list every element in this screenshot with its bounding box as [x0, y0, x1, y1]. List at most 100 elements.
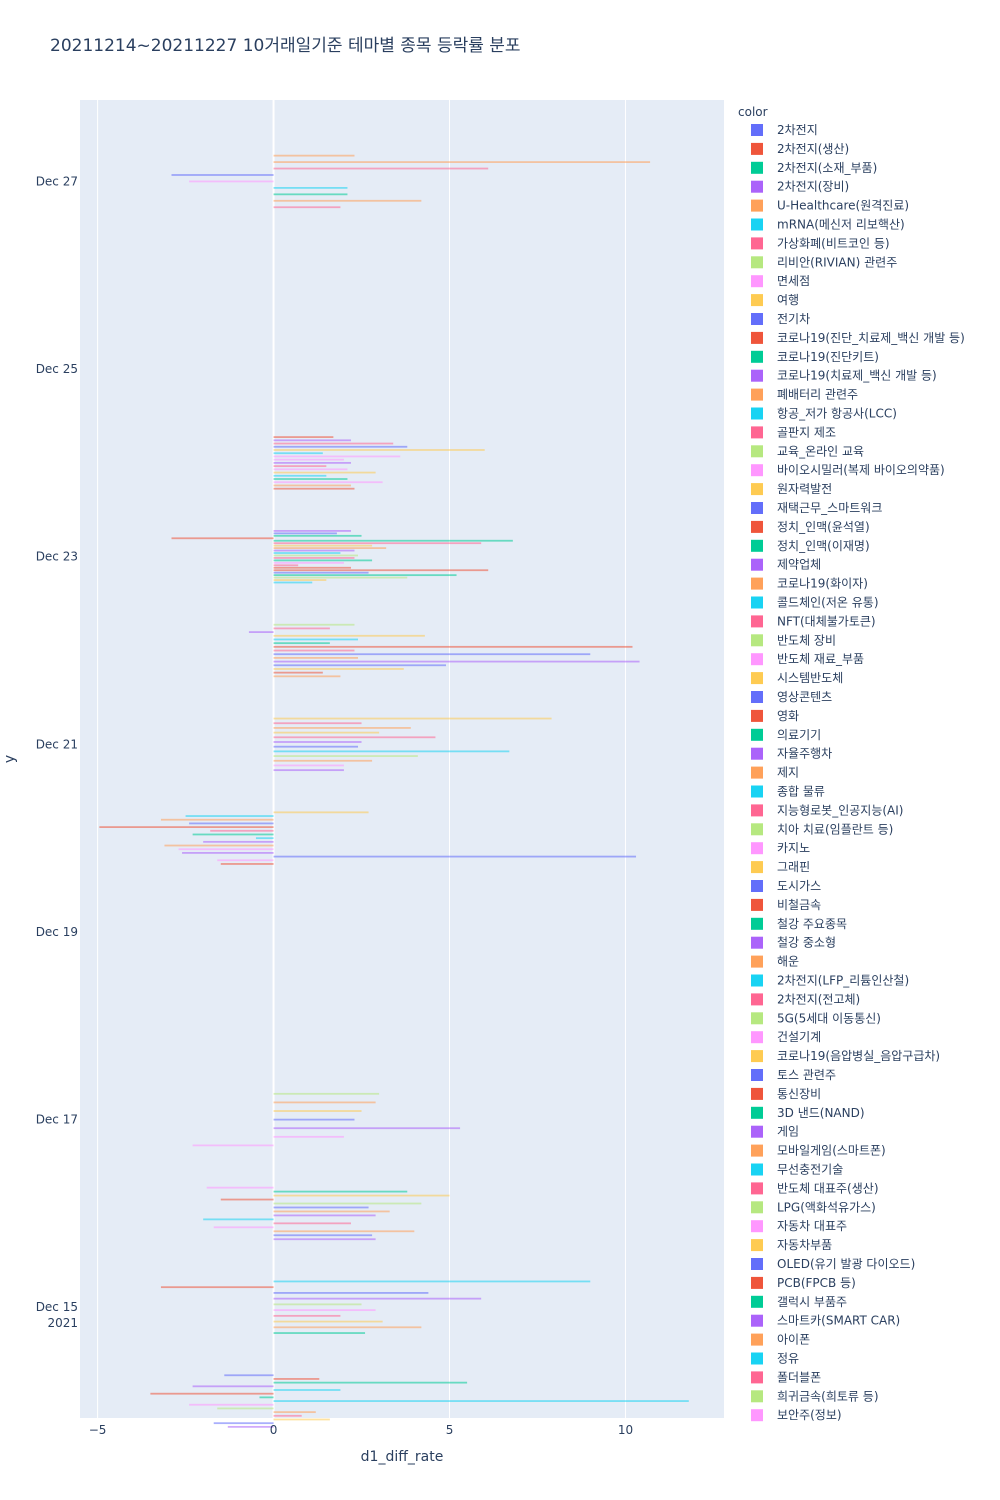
legend-entry[interactable]: 폴더블폰: [777, 1370, 821, 1384]
legend-swatch[interactable]: [751, 237, 763, 250]
legend-entry[interactable]: 코로나19(음압병실_음압구급차): [777, 1049, 940, 1063]
legend-entry[interactable]: 바이오시밀러(복제 바이오의약품): [777, 462, 945, 477]
legend-entry[interactable]: 자동차 대표주: [777, 1219, 847, 1233]
legend-entry[interactable]: 아이폰: [777, 1333, 810, 1347]
legend-swatch[interactable]: [751, 1371, 763, 1384]
legend-entry[interactable]: 2차전지(LFP_리튬인산철): [777, 974, 909, 988]
legend-entry[interactable]: 콜드체인(저온 유통): [777, 596, 879, 610]
legend-swatch[interactable]: [751, 502, 763, 514]
legend-swatch[interactable]: [751, 672, 763, 685]
legend-entry[interactable]: 교육_온라인 교육: [777, 444, 864, 458]
legend-swatch[interactable]: [751, 1050, 763, 1063]
legend-swatch[interactable]: [751, 1087, 763, 1100]
legend-swatch[interactable]: [751, 1352, 763, 1365]
legend-swatch[interactable]: [751, 1163, 763, 1176]
legend-swatch[interactable]: [751, 691, 763, 703]
legend-swatch[interactable]: [751, 766, 763, 779]
legend-swatch[interactable]: [751, 1125, 763, 1138]
legend-swatch[interactable]: [751, 539, 763, 552]
legend-swatch[interactable]: [751, 1390, 763, 1403]
legend-entry[interactable]: 리비안(RIVIAN) 관련주: [777, 255, 897, 269]
legend-swatch[interactable]: [751, 747, 763, 760]
legend-entry[interactable]: 비철금속: [777, 898, 821, 912]
legend-swatch[interactable]: [751, 898, 763, 911]
legend-entry[interactable]: 의료기기: [777, 728, 821, 742]
legend-swatch[interactable]: [751, 1314, 763, 1327]
legend-swatch[interactable]: [751, 634, 763, 647]
legend-entry[interactable]: 2차전지(장비): [777, 180, 849, 194]
legend-swatch[interactable]: [751, 615, 763, 628]
legend-entry[interactable]: 제지: [777, 766, 799, 780]
legend-swatch[interactable]: [751, 218, 763, 231]
legend-swatch[interactable]: [751, 842, 763, 855]
legend-entry[interactable]: 철강 중소형: [777, 936, 836, 950]
legend-entry[interactable]: 종합 물류: [777, 785, 825, 799]
legend-entry[interactable]: 보안주(정보): [777, 1408, 842, 1422]
legend-swatch[interactable]: [751, 1106, 763, 1119]
legend-entry[interactable]: 가상화폐(비트코인 등): [777, 236, 890, 250]
legend-swatch[interactable]: [751, 728, 763, 741]
legend-swatch[interactable]: [751, 577, 763, 590]
legend-entry[interactable]: 자율주행차: [777, 746, 832, 761]
legend-entry[interactable]: 통신장비: [777, 1087, 821, 1101]
legend-swatch[interactable]: [751, 653, 763, 666]
legend-entry[interactable]: 재택근무_스마트워크: [777, 501, 882, 515]
legend-entry[interactable]: 그래핀: [777, 860, 810, 874]
legend-entry[interactable]: 폐배터리 관련주: [777, 388, 858, 402]
legend-swatch[interactable]: [751, 124, 763, 136]
legend-swatch[interactable]: [751, 1069, 763, 1081]
legend-swatch[interactable]: [751, 1239, 763, 1252]
legend-entry[interactable]: 코로나19(진단_치료제_백신 개발 등): [777, 331, 965, 345]
legend-entry[interactable]: 시스템반도체: [777, 671, 843, 685]
legend-swatch[interactable]: [751, 142, 763, 155]
legend-swatch[interactable]: [751, 785, 763, 798]
legend-entry[interactable]: 반도체 대표주(생산): [777, 1181, 879, 1195]
legend-swatch[interactable]: [751, 180, 763, 193]
legend-swatch[interactable]: [751, 483, 763, 496]
legend-swatch[interactable]: [751, 464, 763, 477]
legend-entry[interactable]: 정치_인맥(이재명): [777, 539, 870, 553]
legend-swatch[interactable]: [751, 1201, 763, 1214]
legend-swatch[interactable]: [751, 161, 763, 174]
legend-swatch[interactable]: [751, 520, 763, 533]
legend-swatch[interactable]: [751, 313, 763, 325]
legend-entry[interactable]: 희귀금속(희토류 등): [777, 1389, 879, 1403]
legend-swatch[interactable]: [751, 558, 763, 571]
legend-entry[interactable]: 코로나19(치료제_백신 개발 등): [777, 369, 937, 383]
legend-swatch[interactable]: [751, 199, 763, 212]
legend-swatch[interactable]: [751, 596, 763, 609]
legend-entry[interactable]: PCB(FPCB 등): [777, 1276, 856, 1290]
legend-entry[interactable]: 지능형로봇_인공지능(AI): [777, 803, 903, 817]
legend-entry[interactable]: 코로나19(화이자): [777, 577, 868, 591]
legend-entry[interactable]: 전기차: [777, 312, 810, 326]
legend-entry[interactable]: 무선충전기술: [777, 1163, 843, 1177]
legend-swatch[interactable]: [751, 350, 763, 363]
legend-swatch[interactable]: [751, 1258, 763, 1270]
legend-entry[interactable]: 영화: [777, 709, 799, 723]
legend-swatch[interactable]: [751, 1220, 763, 1233]
legend-swatch[interactable]: [751, 1012, 763, 1025]
legend-entry[interactable]: 치아 치료(임플란트 등): [777, 822, 893, 836]
legend-swatch[interactable]: [751, 1144, 763, 1157]
legend-swatch[interactable]: [751, 388, 763, 401]
legend-entry[interactable]: 철강 주요종목: [777, 917, 847, 931]
legend-swatch[interactable]: [751, 1276, 763, 1289]
legend-swatch[interactable]: [751, 1295, 763, 1308]
legend-entry[interactable]: 코로나19(진단키트): [777, 350, 879, 364]
legend-entry[interactable]: 자동차부품: [777, 1238, 832, 1252]
legend-entry[interactable]: 모바일게임(스마트폰): [777, 1144, 886, 1158]
legend-entry[interactable]: 토스 관련주: [777, 1068, 836, 1082]
legend-entry[interactable]: LPG(액화석유가스): [777, 1200, 876, 1214]
legend-entry[interactable]: 건설기계: [777, 1030, 821, 1044]
legend-entry[interactable]: 2차전지(소재_부품): [777, 161, 877, 175]
legend-entry[interactable]: OLED(유기 발광 다이오드): [777, 1257, 915, 1271]
legend-swatch[interactable]: [751, 709, 763, 722]
legend-swatch[interactable]: [751, 1182, 763, 1195]
legend-entry[interactable]: 항공_저가 항공사(LCC): [777, 407, 897, 421]
legend-swatch[interactable]: [751, 1031, 763, 1044]
legend-swatch[interactable]: [751, 1333, 763, 1346]
legend-swatch[interactable]: [751, 917, 763, 930]
legend-entry[interactable]: 도시가스: [777, 879, 821, 893]
legend-entry[interactable]: 반도체 재료_부품: [777, 652, 864, 666]
legend-swatch[interactable]: [751, 294, 763, 307]
